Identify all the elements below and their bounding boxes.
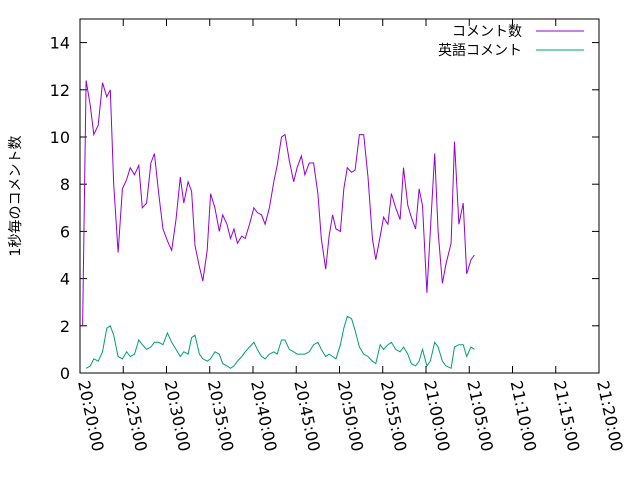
y-axis-label: 1秒毎のコメント数 <box>8 136 24 257</box>
legend: コメント数 英語コメント <box>438 24 584 59</box>
legend-label-0: コメント数 <box>452 24 522 40</box>
series-layer <box>82 80 475 370</box>
x-tick-label-6: 20:50:00 <box>334 379 368 453</box>
y-tick-label-7: 14 <box>50 34 70 53</box>
x-tick-label-9: 21:05:00 <box>463 379 497 453</box>
y-tick-label-2: 4 <box>60 270 70 289</box>
x-tick-label-3: 20:35:00 <box>204 379 238 453</box>
x-tick-label-4: 20:40:00 <box>247 379 281 453</box>
x-tick-label-12: 21:20:00 <box>593 379 627 453</box>
legend-label-1: 英語コメント <box>438 42 522 59</box>
ticks-layer: 0 2 4 6 8 10 12 14 20:20:00 20:25:00 20:30:00 20:35… <box>50 19 627 453</box>
x-tick-label-10: 21:10:00 <box>507 379 541 453</box>
x-tick-label-0: 20:20:00 <box>74 379 108 453</box>
x-tick-label-11: 21:15:00 <box>550 379 584 453</box>
y-tick-label-1: 2 <box>60 317 70 336</box>
y-tick-label-0: 0 <box>60 364 70 383</box>
x-tick-label-8: 21:00:00 <box>420 379 454 453</box>
y-tick-label-5: 10 <box>50 128 70 147</box>
y-tick-label-4: 8 <box>60 175 70 194</box>
series-line-1 <box>85 315 475 370</box>
plot-frame <box>79 18 600 374</box>
series-line-0 <box>82 80 475 326</box>
x-tick-label-1: 20:25:00 <box>117 379 151 453</box>
x-tick-label-7: 20:55:00 <box>377 379 411 453</box>
x-tick-label-5: 20:45:00 <box>290 379 324 453</box>
x-tick-label-2: 20:30:00 <box>161 379 195 453</box>
y-tick-label-6: 12 <box>50 81 70 100</box>
y-tick-label-3: 6 <box>60 222 70 241</box>
